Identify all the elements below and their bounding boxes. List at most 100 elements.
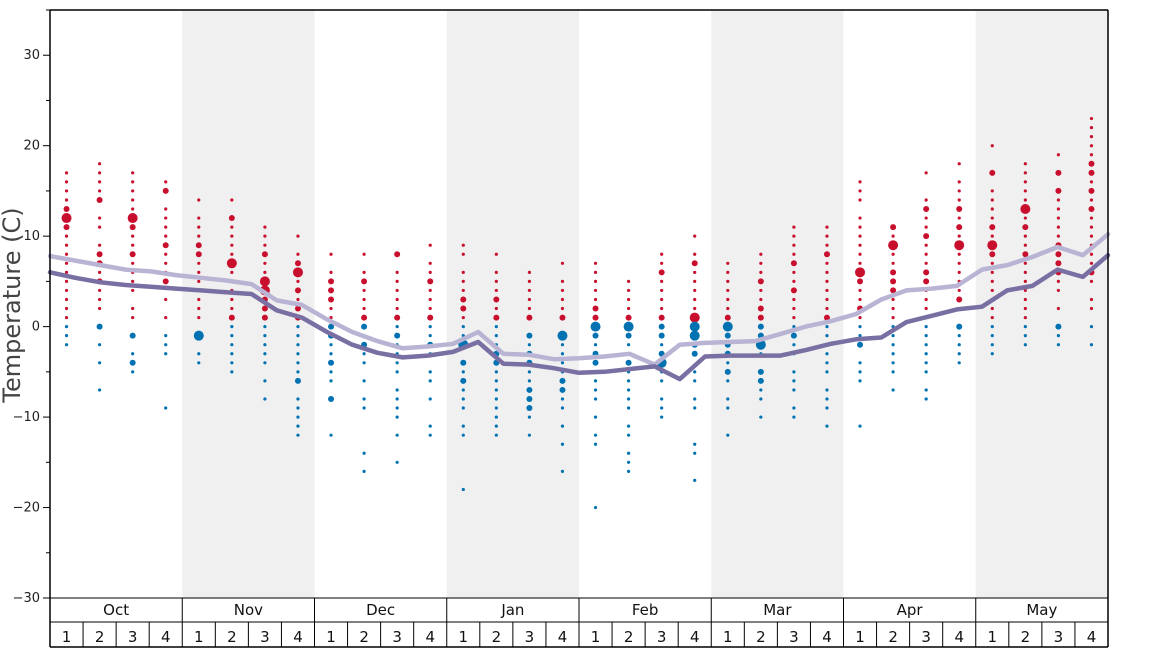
month-label-mar: Mar <box>763 601 792 619</box>
warm-temp-dot <box>792 225 796 229</box>
warm-temp-dot <box>230 270 234 274</box>
y-tick-label: −30 <box>13 591 40 606</box>
cold-temp-dot <box>329 352 333 356</box>
cold-temp-dot <box>857 341 864 348</box>
week-label: 4 <box>558 628 568 646</box>
cold-temp-dot <box>428 370 432 374</box>
warm-temp-dot <box>1023 306 1027 311</box>
x-axis: Oct 1 2 3 4 Nov 1 2 3 4 Dec 1 2 3 4 Jan 1 2 3 4 Feb 1 2 3 4 Mar 1 2… <box>49 9 1109 648</box>
cold-temp-dot <box>560 469 565 473</box>
cold-temp-dot <box>362 469 366 473</box>
month-label-may: May <box>1026 601 1057 619</box>
warm-temp-dot <box>362 252 366 256</box>
warm-temp-dot <box>131 315 135 320</box>
warm-temp-dot <box>989 169 996 176</box>
warm-temp-dot <box>230 243 234 247</box>
week-label: 3 <box>921 628 931 646</box>
cold-temp-dot <box>263 334 267 338</box>
warm-temp-dot <box>294 305 301 312</box>
warm-temp-dot <box>494 306 498 311</box>
cold-temp-dot <box>296 424 300 428</box>
cold-temp-dot <box>296 352 300 356</box>
warm-temp-dot <box>593 279 598 283</box>
week-label: 3 <box>392 628 402 646</box>
warm-temp-dot <box>461 279 465 283</box>
warm-temp-dot <box>428 270 432 274</box>
cold-temp-dot <box>858 424 862 428</box>
warm-temp-dot <box>957 252 961 256</box>
warm-temp-dot <box>726 270 730 274</box>
cold-temp-dot <box>724 368 731 375</box>
cold-temp-dot <box>722 321 733 332</box>
warm-temp-dot <box>164 261 168 265</box>
warm-temp-dot <box>593 261 598 265</box>
warm-temp-dot <box>757 278 764 285</box>
warm-temp-dot <box>461 252 465 256</box>
cold-temp-dot <box>625 359 632 366</box>
warm-temp-dot <box>131 207 135 211</box>
warm-temp-dot <box>923 269 930 276</box>
y-tick-label: 30 <box>23 48 40 63</box>
warm-temp-dot <box>228 314 235 321</box>
warm-temp-dot <box>1022 251 1029 258</box>
warm-temp-dot <box>858 216 862 220</box>
week-label: 3 <box>525 628 535 646</box>
warm-temp-dot <box>97 189 102 193</box>
cold-temp-dot <box>294 377 301 384</box>
week-label: 2 <box>95 628 105 646</box>
cold-temp-dot <box>329 343 333 347</box>
cold-temp-dot <box>1055 323 1062 330</box>
warm-temp-dot <box>197 216 201 220</box>
cold-temp-dot <box>792 415 796 419</box>
warm-temp-dot <box>263 261 267 265</box>
warm-temp-dot <box>890 224 897 231</box>
cold-temp-dot <box>197 361 201 365</box>
cold-temp-dot <box>230 361 234 365</box>
cold-temp-dot <box>924 388 928 392</box>
warm-temp-dot <box>924 171 928 175</box>
warm-temp-dot <box>1056 216 1061 220</box>
cold-temp-dot <box>461 325 465 329</box>
warm-temp-dot <box>792 234 796 238</box>
warm-temp-dot <box>592 314 599 321</box>
cold-temp-dot <box>924 370 928 374</box>
warm-temp-dot <box>825 306 829 311</box>
week-label: 2 <box>756 628 766 646</box>
warm-temp-dot <box>989 251 996 258</box>
cold-temp-dot <box>593 433 598 437</box>
cold-temp-dot <box>792 379 796 383</box>
warm-temp-dot <box>990 315 994 320</box>
cold-temp-dot <box>1056 343 1061 347</box>
warm-temp-dot <box>658 314 665 321</box>
cold-temp-dot <box>593 397 598 401</box>
temperature-dots <box>61 116 1095 510</box>
warm-temp-dot <box>96 251 103 258</box>
cold-temp-dot <box>164 343 168 347</box>
warm-temp-dot <box>858 297 862 302</box>
warm-temp-dot <box>197 261 201 265</box>
warm-temp-dot <box>858 234 862 238</box>
warm-temp-dot <box>395 288 399 293</box>
warm-temp-dot <box>693 252 697 256</box>
cold-temp-dot <box>957 343 961 347</box>
cold-temp-dot <box>328 359 335 366</box>
warm-temp-dot <box>954 240 965 251</box>
cold-temp-dot <box>328 323 335 330</box>
cold-temp-dot <box>660 406 664 410</box>
warm-temp-dot <box>1088 160 1095 167</box>
warm-temp-dot <box>1056 234 1061 238</box>
cold-temp-dot <box>792 343 796 347</box>
cold-temp-dot <box>230 334 234 338</box>
y-tick-label: 0 <box>32 320 40 335</box>
warm-temp-dot <box>858 198 862 202</box>
cold-temp-dot <box>263 361 267 365</box>
warm-temp-dot <box>97 288 102 293</box>
warm-temp-dot <box>64 270 69 274</box>
cold-temp-dot <box>329 370 333 374</box>
cold-temp-dot <box>560 352 565 356</box>
warm-temp-dot <box>825 243 829 247</box>
warm-temp-dot <box>292 267 303 278</box>
warm-temp-dot <box>164 297 168 302</box>
cold-temp-dot <box>759 415 763 419</box>
